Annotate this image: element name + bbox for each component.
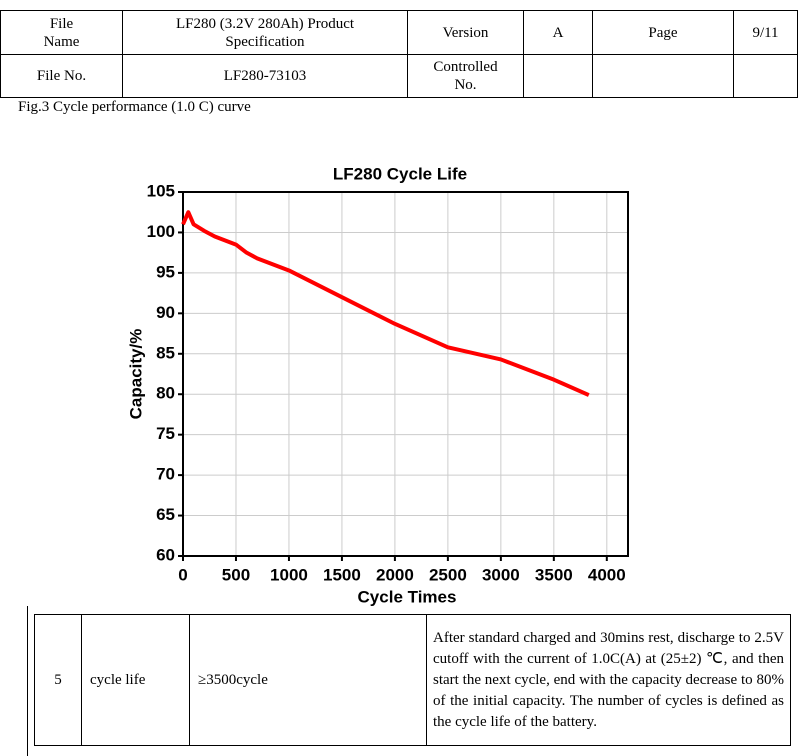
cell: File No. [0,54,123,98]
cell: ≥3500cycle [189,614,427,746]
cell: Version [407,10,524,55]
cell-text: Controlled No. [433,59,498,93]
cell: 5 [34,614,82,746]
cell [733,54,798,98]
x-tick-label: 2500 [429,565,467,584]
x-tick-label: 2000 [376,565,414,584]
cell-text: File Name [43,15,80,50]
chart-title: LF280 Cycle Life [333,164,467,183]
x-tick-label: 1000 [270,565,308,584]
y-tick-label: 100 [147,222,175,241]
y-tick-label: 90 [156,303,175,322]
cell: LF280-73103 [122,54,408,98]
x-tick-label: 3000 [482,565,520,584]
x-axis-label: Cycle Times [358,587,457,606]
cell: LF280 (3.2V 280Ah) Product Specification [122,10,408,55]
cell [592,54,734,98]
cell: cycle life [81,614,190,746]
x-tick-label: 1500 [323,565,361,584]
cell: Page [592,10,734,55]
y-tick-label: 80 [156,384,175,403]
y-tick-label: 95 [156,262,175,281]
y-tick-label: 85 [156,343,175,362]
header-table: File Name LF280 (3.2V 280Ah) Product Spe… [0,10,798,98]
cell: File Name [0,10,123,55]
cell-text: LF280 (3.2V 280Ah) Product Specification [175,15,355,50]
y-axis-label: Capacity/% [126,329,145,420]
y-tick-label: 105 [147,181,175,200]
y-tick-label: 65 [156,505,175,524]
cell: 9/11 [733,10,798,55]
x-tick-label: 3500 [535,565,573,584]
y-tick-label: 75 [156,424,175,443]
x-tick-label: 0 [178,565,187,584]
cell [523,54,593,98]
data-line [181,210,590,397]
cell: After standard charged and 30mins rest, … [426,614,791,746]
x-tick-label: 4000 [588,565,626,584]
spec-table: 5 cycle life ≥3500cycle After standard c… [27,606,791,756]
chart: LF280 Cycle Life Cycle Times Capacity/% … [126,164,629,606]
y-tick-label: 60 [156,545,175,564]
caption: Fig.3 Cycle performance (1.0 C) curve [18,99,251,115]
plot-frame [182,191,629,557]
x-tick-label: 500 [222,565,250,584]
y-tick-label: 70 [156,465,175,484]
